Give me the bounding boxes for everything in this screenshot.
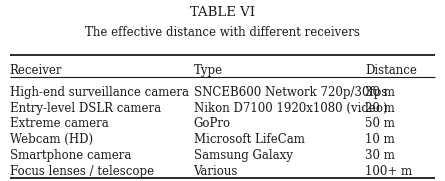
Text: SNCEB600 Network 720p/30fps: SNCEB600 Network 720p/30fps bbox=[194, 86, 387, 99]
Text: Samsung Galaxy: Samsung Galaxy bbox=[194, 149, 292, 162]
Text: Entry-level DSLR camera: Entry-level DSLR camera bbox=[10, 102, 161, 115]
Text: 30 m: 30 m bbox=[365, 149, 395, 162]
Text: The effective distance with different receivers: The effective distance with different re… bbox=[85, 26, 360, 39]
Text: Nikon D7100 1920x1080 (video): Nikon D7100 1920x1080 (video) bbox=[194, 102, 387, 115]
Text: Type: Type bbox=[194, 64, 222, 77]
Text: GoPro: GoPro bbox=[194, 117, 231, 131]
Text: Webcam (HD): Webcam (HD) bbox=[10, 133, 93, 146]
Text: Microsoft LifeCam: Microsoft LifeCam bbox=[194, 133, 304, 146]
Text: TABLE VI: TABLE VI bbox=[190, 6, 255, 19]
Text: Receiver: Receiver bbox=[10, 64, 62, 77]
Text: 50 m: 50 m bbox=[365, 117, 395, 131]
Text: Focus lenses / telescope: Focus lenses / telescope bbox=[10, 165, 154, 178]
Text: 30 m: 30 m bbox=[365, 86, 395, 99]
Text: Various: Various bbox=[194, 165, 238, 178]
Text: 20 m: 20 m bbox=[365, 102, 395, 115]
Text: 10 m: 10 m bbox=[365, 133, 395, 146]
Text: Extreme camera: Extreme camera bbox=[10, 117, 109, 131]
Text: 100+ m: 100+ m bbox=[365, 165, 412, 178]
Text: Smartphone camera: Smartphone camera bbox=[10, 149, 131, 162]
Text: Distance: Distance bbox=[365, 64, 417, 77]
Text: High-end surveillance camera: High-end surveillance camera bbox=[10, 86, 189, 99]
